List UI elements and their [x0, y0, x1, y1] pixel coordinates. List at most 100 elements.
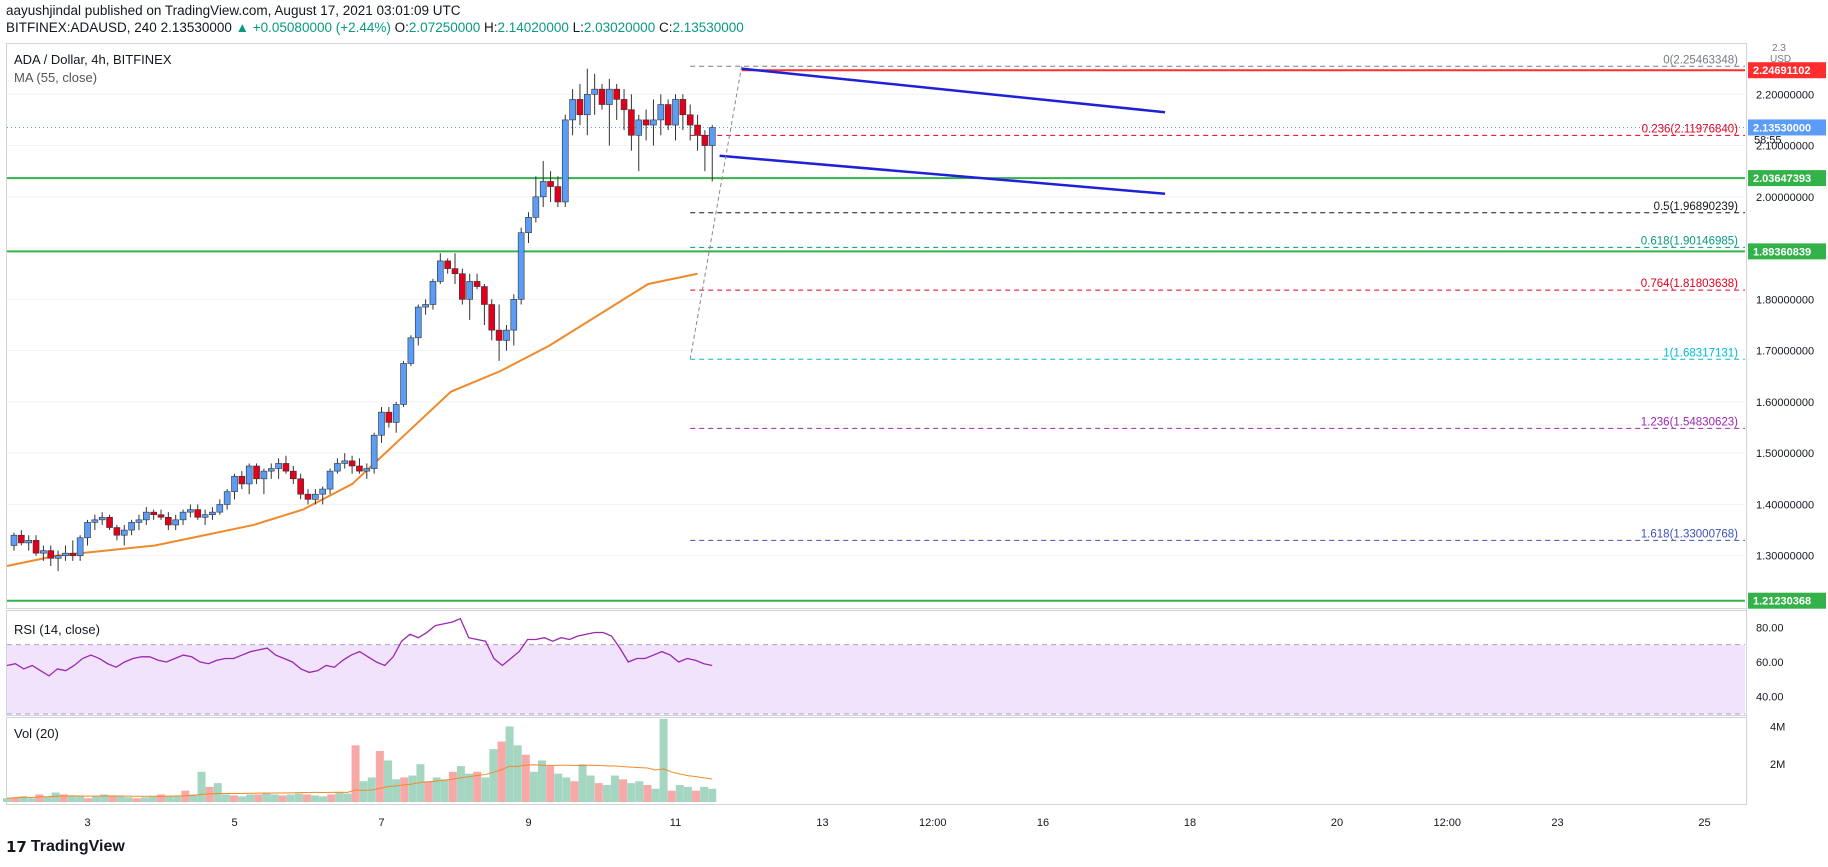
- rsi-line: [6, 617, 713, 677]
- y-tick-label: 1.80000000: [1756, 294, 1814, 306]
- ma-legend: MA (55, close): [14, 70, 98, 85]
- x-tick-label: 25: [1698, 817, 1710, 829]
- volume-bar: [302, 794, 311, 802]
- volume-bar: [351, 745, 360, 802]
- volume-bar: [173, 795, 182, 802]
- candle-down: [488, 304, 496, 331]
- volume-bar: [343, 793, 352, 802]
- volume-ma-line: [6, 764, 713, 799]
- candle-down: [238, 475, 246, 485]
- candle-up: [275, 463, 282, 469]
- volume-bar: [246, 794, 255, 802]
- price-axis[interactable]: [1746, 43, 1827, 803]
- volume-bar: [238, 796, 247, 802]
- rsi-legend: RSI (14, close): [14, 622, 100, 637]
- candle-up: [672, 99, 679, 126]
- x-tick-label: 13: [816, 817, 828, 829]
- price-tag: [1748, 62, 1826, 79]
- candle-down: [459, 273, 466, 300]
- low-label: L:: [572, 20, 584, 35]
- chart-title: ADA / Dollar, 4h, BITFINEX: [14, 52, 172, 67]
- candle-up: [223, 491, 231, 505]
- price-tag: [1748, 119, 1826, 136]
- candle-up: [40, 550, 47, 554]
- candle-down: [481, 286, 488, 305]
- countdown-label: 58:55: [1754, 134, 1782, 146]
- volume-bar: [286, 794, 295, 802]
- candle-down: [613, 88, 621, 100]
- volume-bar: [3, 798, 11, 802]
- volume-bar: [667, 790, 676, 802]
- candle-down: [348, 460, 356, 467]
- volume-bar: [529, 771, 538, 802]
- candle-down: [253, 465, 260, 480]
- volume-bar: [594, 783, 603, 802]
- candle-down: [620, 99, 628, 110]
- close-value: 2.13530000: [672, 20, 744, 35]
- volume-bar: [416, 764, 425, 802]
- candle-up: [392, 404, 400, 423]
- candle-up: [245, 465, 253, 485]
- candle-down: [157, 514, 165, 518]
- candle-down: [47, 550, 55, 559]
- volume-bar: [359, 781, 368, 802]
- vol-legend: Vol (20): [14, 726, 59, 741]
- volume-bar: [554, 773, 563, 802]
- candle-up: [650, 119, 657, 126]
- candle-up: [135, 519, 143, 523]
- y-tick-label: 1.40000000: [1756, 499, 1814, 511]
- volume-bar: [189, 794, 198, 802]
- volume-bar: [27, 798, 36, 802]
- price-tag-label: 2.13530000: [1753, 122, 1811, 134]
- volume-bar: [700, 786, 709, 802]
- volume-bar: [675, 785, 684, 802]
- candle-up: [429, 281, 437, 305]
- candle-up: [583, 93, 591, 116]
- volume-bar: [465, 773, 474, 802]
- volume-bar: [157, 794, 166, 802]
- price-tag-label: 1.21230368: [1753, 596, 1811, 608]
- candle-up: [591, 88, 598, 95]
- candle-up: [363, 468, 371, 472]
- fib-level-label: 1.236(1.54830623): [1641, 416, 1738, 428]
- volume-bar: [659, 718, 668, 802]
- volume-bar: [440, 779, 449, 802]
- candle-up: [635, 119, 643, 136]
- candle-down: [106, 516, 113, 528]
- last-price: 2.13530000: [160, 20, 232, 35]
- candle-up: [414, 306, 422, 339]
- rsi-band: [7, 644, 1745, 714]
- volume-bar: [221, 794, 230, 802]
- candle-down: [18, 534, 25, 544]
- x-tick-label: 9: [525, 817, 531, 829]
- candle-up: [400, 363, 407, 405]
- candle-down: [547, 181, 554, 187]
- x-tick-label: 12:00: [1433, 817, 1461, 829]
- x-tick-label: 11: [670, 817, 681, 829]
- volume-bar: [392, 779, 401, 802]
- fib-level-label: 0.618(1.90146985): [1641, 235, 1738, 247]
- volume-bar: [262, 792, 271, 802]
- high-value: 2.14020000: [497, 20, 569, 35]
- volume-bar: [148, 796, 157, 802]
- volume-bar: [432, 777, 441, 802]
- x-tick-label: 3: [84, 817, 90, 829]
- volume-bar: [505, 726, 514, 802]
- candle-up: [436, 260, 444, 282]
- candle-up: [517, 232, 525, 300]
- candle-up: [657, 104, 665, 121]
- volume-bar: [586, 775, 595, 802]
- rsi-tick-label: 40.00: [1756, 692, 1784, 704]
- channel-lower-line: [719, 154, 1166, 195]
- tradingview-logo[interactable]: 𝟭𝟳 TradingView: [6, 838, 125, 856]
- candle-down: [598, 88, 606, 105]
- candle-down: [165, 516, 172, 526]
- volume-bar: [619, 779, 628, 802]
- vol-tick-label: 2M: [1770, 759, 1785, 771]
- volume-bar: [481, 777, 490, 802]
- candle-up: [216, 504, 224, 513]
- price-tag-label: 1.89360839: [1753, 246, 1811, 258]
- volume-bar: [319, 796, 328, 802]
- candle-down: [282, 463, 290, 472]
